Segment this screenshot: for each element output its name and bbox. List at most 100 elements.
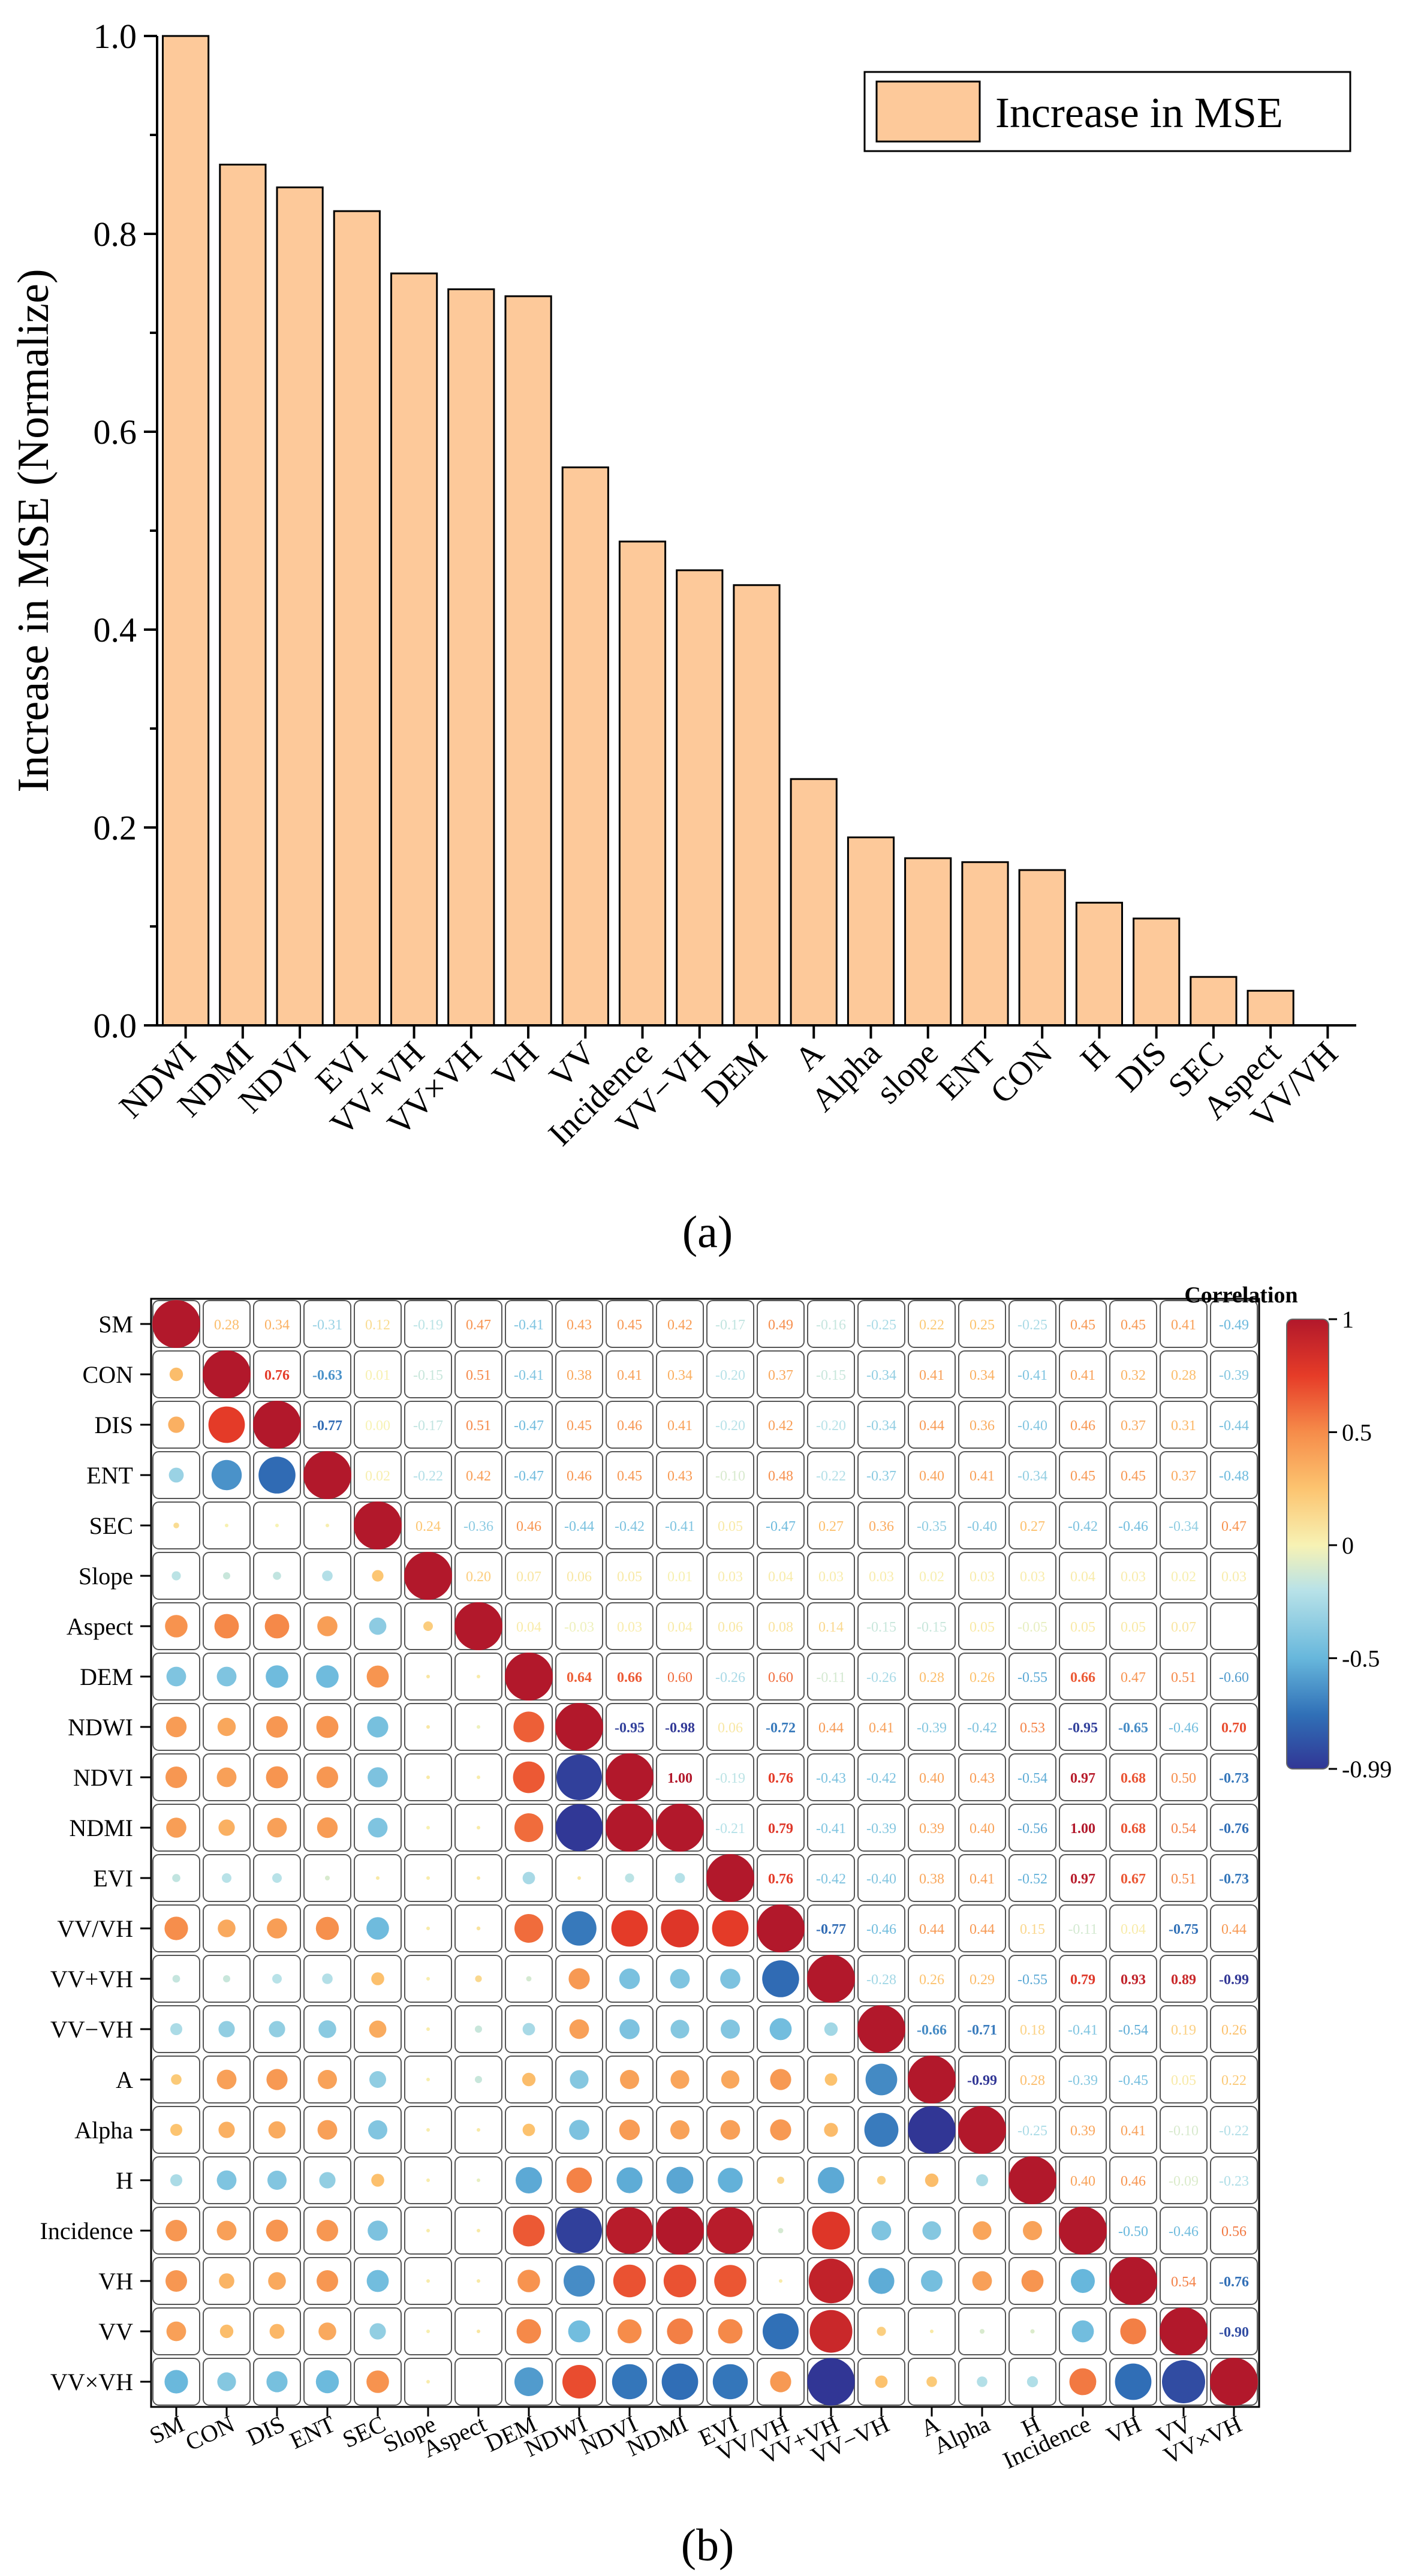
corr-circle-VV×VH-NDVI [612, 2364, 648, 2400]
corr-circle-VV+VH-EVI [720, 1969, 740, 1989]
corr-value-label: 0.22 [919, 1317, 944, 1333]
corr-circle-VV-VH [1120, 2318, 1146, 2345]
corr-circle-Aspect-SM [165, 1615, 188, 1638]
corr-circle-SM-SM [152, 1300, 200, 1348]
corr-circle-DEM-DEM [505, 1653, 553, 1701]
matrix-cell [1008, 1955, 1056, 2003]
panel-b-label: (b) [681, 2520, 734, 2571]
row-label: DEM [80, 1663, 133, 1690]
matrix-cell [807, 1602, 855, 1650]
corr-circle-Aspect-Slope [423, 1621, 433, 1631]
corr-value-label: 0.06 [718, 1720, 743, 1736]
row-label: SM [98, 1311, 133, 1338]
corr-circle-VH-NDWI [564, 2265, 595, 2297]
corr-circle-DEM-Slope [426, 1675, 430, 1678]
corr-value-label: -0.17 [715, 1317, 745, 1333]
corr-circle-NDVI-CON [216, 1767, 237, 1787]
corr-value-label: 0.47 [1121, 1670, 1146, 1686]
matrix-cell [807, 1350, 855, 1398]
matrix-cell [354, 1300, 402, 1348]
matrix-cell [404, 1300, 452, 1348]
corr-value-label: -0.39 [1219, 1368, 1249, 1383]
matrix-cell [606, 1401, 654, 1449]
corr-circle-VH-VV+VH [808, 2258, 854, 2304]
corr-value-label: 0.27 [818, 1519, 844, 1534]
corr-circle-Incidence-NDMI [656, 2207, 704, 2255]
corr-circle-NDMI-ENT [317, 1817, 338, 1838]
corr-circle-H-CON [216, 2170, 237, 2190]
matrix-cell [555, 1401, 603, 1449]
row-label: Incidence [40, 2217, 133, 2244]
row-label: Slope [79, 1563, 133, 1590]
matrix-cell [1059, 1955, 1107, 2003]
corr-circle-EVI-DIS [272, 1873, 282, 1883]
corr-circle-Slope-Slope [404, 1552, 452, 1600]
matrix-cell [354, 1350, 402, 1398]
corr-value-label: 0.34 [264, 1317, 290, 1333]
row-label: DIS [95, 1412, 133, 1439]
matrix-cell [1210, 1501, 1258, 1549]
corr-circle-H-ENT [319, 2172, 336, 2189]
corr-value-label: 0.66 [617, 1670, 642, 1686]
y-tick-label: 0.0 [94, 1006, 137, 1045]
corr-circle-VV-SM [166, 2321, 186, 2342]
corr-value-label: -0.20 [715, 1418, 745, 1434]
corr-value-label: 0.28 [214, 1317, 239, 1333]
matrix-cell [1210, 1804, 1258, 1852]
corr-circle-VV+VH-DIS [272, 1974, 282, 1984]
corr-value-label: -0.10 [715, 1468, 745, 1484]
corr-value-label: -0.34 [1017, 1468, 1047, 1484]
corr-circle-VV-NDMI [667, 2318, 693, 2345]
matrix-cell [555, 1653, 603, 1701]
corr-circle-VV+VH-DEM [526, 1976, 532, 1982]
matrix-cell [1008, 1854, 1056, 1902]
colorbar-tick-label: -0.99 [1342, 1756, 1392, 1783]
x-tick-label: DIS [1109, 1034, 1174, 1099]
matrix-cell [706, 1300, 754, 1348]
x-tick-label: ENT [930, 1034, 1002, 1107]
matrix-cell [1160, 1552, 1208, 1600]
corr-value-label: -0.76 [1219, 1821, 1249, 1837]
corr-value-label: 0.06 [567, 1569, 592, 1585]
corr-circle-VV−VH-NDVI [619, 2019, 640, 2039]
corr-circle-NDWI-DIS [266, 1716, 288, 1738]
corr-value-label: -0.22 [816, 1468, 846, 1484]
corr-value-label: -0.09 [1169, 2174, 1199, 2189]
matrix-cell [606, 1501, 654, 1549]
corr-circle-A-Aspect [475, 2076, 482, 2083]
corr-circle-A-NDWI [570, 2070, 589, 2089]
corr-value-label: 0.41 [1070, 1368, 1095, 1383]
corr-value-label: -0.54 [1017, 1771, 1047, 1786]
corr-value-label: -0.98 [665, 1720, 695, 1736]
colorbar-tick-label: 0.5 [1342, 1419, 1372, 1446]
corr-circle-ENT-DIS [258, 1456, 296, 1494]
matrix-cell [1160, 2207, 1208, 2255]
matrix-cell [454, 2358, 502, 2406]
row-label: CON [83, 1361, 133, 1388]
corr-value-label: 0.04 [768, 1569, 793, 1585]
matrix-cell [505, 1300, 553, 1348]
corr-value-label: -0.95 [1068, 1720, 1098, 1736]
corr-circle-VV-Aspect [477, 2330, 480, 2333]
matrix-cell [958, 1653, 1006, 1701]
corr-circle-ENT-SM [168, 1467, 184, 1483]
matrix-cell [1109, 1955, 1157, 2003]
matrix-cell [857, 1955, 905, 2003]
corr-circle-Alpha-EVI [720, 2120, 740, 2140]
corr-value-label: 0.79 [1070, 1972, 1095, 1988]
corr-circle-EVI-SM [172, 1874, 180, 1882]
corr-circle-VV−VH-Slope [426, 2027, 430, 2031]
corr-circle-Incidence-H [1023, 2221, 1042, 2240]
corr-circle-DIS-CON [208, 1406, 245, 1443]
corr-value-label: 0.28 [1171, 1368, 1196, 1383]
corr-value-label: 0.44 [919, 1418, 944, 1434]
bar-SEC [1190, 976, 1238, 1027]
corr-circle-Alpha-CON [218, 2121, 235, 2138]
matrix-cell [706, 1753, 754, 1801]
matrix-cell [606, 1451, 654, 1499]
bar-VV [561, 466, 609, 1027]
matrix-cell [454, 1451, 502, 1499]
matrix-cell [908, 1703, 956, 1751]
corr-circle-Incidence-NDVI [606, 2207, 653, 2254]
matrix-cell [1109, 1552, 1157, 1600]
